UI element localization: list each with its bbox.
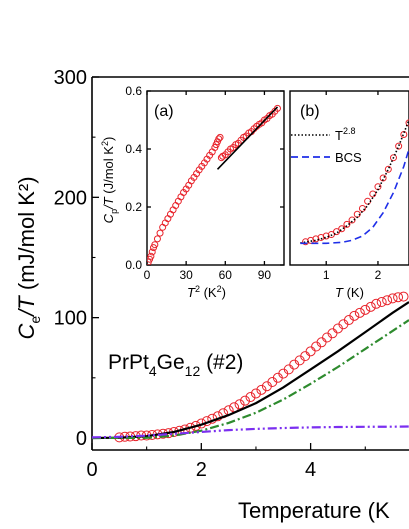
inset-b-data-point — [312, 235, 320, 243]
inset-b-data-point — [343, 220, 351, 228]
main-xtick-label: 0 — [86, 459, 97, 481]
sample-annotation: PrPt4Ge12 (#2) — [108, 351, 243, 379]
inset-b-series-line-2 — [300, 148, 409, 245]
inset-a-ytick-label: 0.4 — [125, 142, 142, 156]
main-data-point — [245, 392, 256, 403]
inset-a-ytick-label: 0.0 — [125, 258, 142, 272]
main-data-point — [349, 310, 360, 321]
main-series-line-2 — [92, 319, 409, 440]
inset-a-data-point — [156, 229, 164, 237]
inset-a-xtick-label: 0 — [144, 268, 151, 282]
main-xlabel: Temperature (K — [238, 498, 390, 523]
inset-a-xtick-label: 60 — [219, 268, 233, 282]
inset-b-legend: T2.8 BCS — [291, 126, 362, 165]
inset-a-ylabel: Cp/T (J/mol K2) — [100, 137, 119, 224]
main-data-point — [393, 292, 404, 303]
main-series-line-1 — [92, 301, 409, 440]
main-ytick-label: 300 — [54, 67, 87, 89]
main-data-point — [354, 307, 365, 318]
inset-b-data-point — [405, 119, 409, 127]
main-data-point — [382, 295, 393, 306]
main-data-point — [256, 384, 267, 395]
inset-b-xtick-label: 2 — [375, 268, 382, 282]
main-xtick-label: 2 — [196, 459, 207, 481]
inset-b-data-point — [379, 174, 387, 182]
inset-b-data-point — [338, 225, 346, 233]
main-series-line-3 — [92, 425, 409, 439]
inset-b-data-point — [317, 233, 325, 241]
inset-a-data-point — [215, 135, 223, 143]
main-data-point — [387, 293, 398, 304]
main-data-point — [250, 388, 261, 399]
inset-b-data-point — [395, 142, 403, 150]
inset-b-frame — [289, 90, 409, 266]
main-xtick-label: 4 — [305, 459, 316, 481]
inset-b-data-point — [322, 232, 330, 240]
legend-t28-label: T2.8 — [335, 126, 355, 143]
inset-a-series-line-1 — [216, 106, 279, 170]
main-ytick-label: 200 — [54, 187, 87, 209]
inset-b-data-point — [358, 204, 366, 212]
inset-a-series-group — [147, 104, 281, 265]
inset-a-data-point — [273, 104, 281, 112]
inset-a-xlabel: T2 (K2) — [187, 284, 226, 300]
inset-b-data-point — [384, 165, 392, 173]
inset-b-series-line-1 — [300, 119, 409, 244]
inset-b-data-point — [333, 228, 341, 236]
inset-b-data-point — [307, 236, 315, 244]
inset-b-label: (b) — [300, 103, 320, 120]
legend-bcs-label: BCS — [335, 150, 362, 165]
main-data-point — [234, 399, 245, 410]
main-series-group — [92, 291, 409, 443]
main-data-point — [305, 346, 316, 357]
main-data-point — [371, 298, 382, 309]
main-data-point — [365, 301, 376, 312]
inset-a-xtick-label: 90 — [258, 268, 272, 282]
inset-b-xtick-label: 1 — [323, 268, 330, 282]
inset-b-xlabel: T (K) — [335, 285, 364, 300]
main-data-point — [376, 297, 387, 308]
inset-a-ytick-label: 0.6 — [125, 84, 142, 98]
main-ytick-label: 0 — [76, 428, 87, 450]
main-data-point — [240, 395, 251, 406]
inset-a-xtick-label: 30 — [179, 268, 193, 282]
inset-b-data-point — [389, 154, 397, 162]
main-data-point — [360, 304, 371, 315]
inset-b-series-group — [300, 119, 409, 246]
inset-a-label: (a) — [154, 103, 174, 120]
inset-a-data-point — [216, 133, 224, 141]
main-ytick-label: 100 — [54, 308, 87, 330]
inset-a-data-point — [153, 235, 161, 243]
inset-a-plot: 0 30 60 90 0.0 0.2 0.4 0.6 — [125, 84, 285, 282]
inset-a-data-point — [148, 248, 156, 256]
inset-a-data-point — [147, 252, 155, 260]
main-ylabel: Ce/T (mJ/mol K²) — [14, 176, 43, 339]
inset-b-data-point — [369, 190, 377, 198]
inset-a-data-point — [151, 241, 159, 249]
main-data-point — [398, 291, 409, 302]
inset-a-ytick-label: 0.2 — [125, 200, 142, 214]
